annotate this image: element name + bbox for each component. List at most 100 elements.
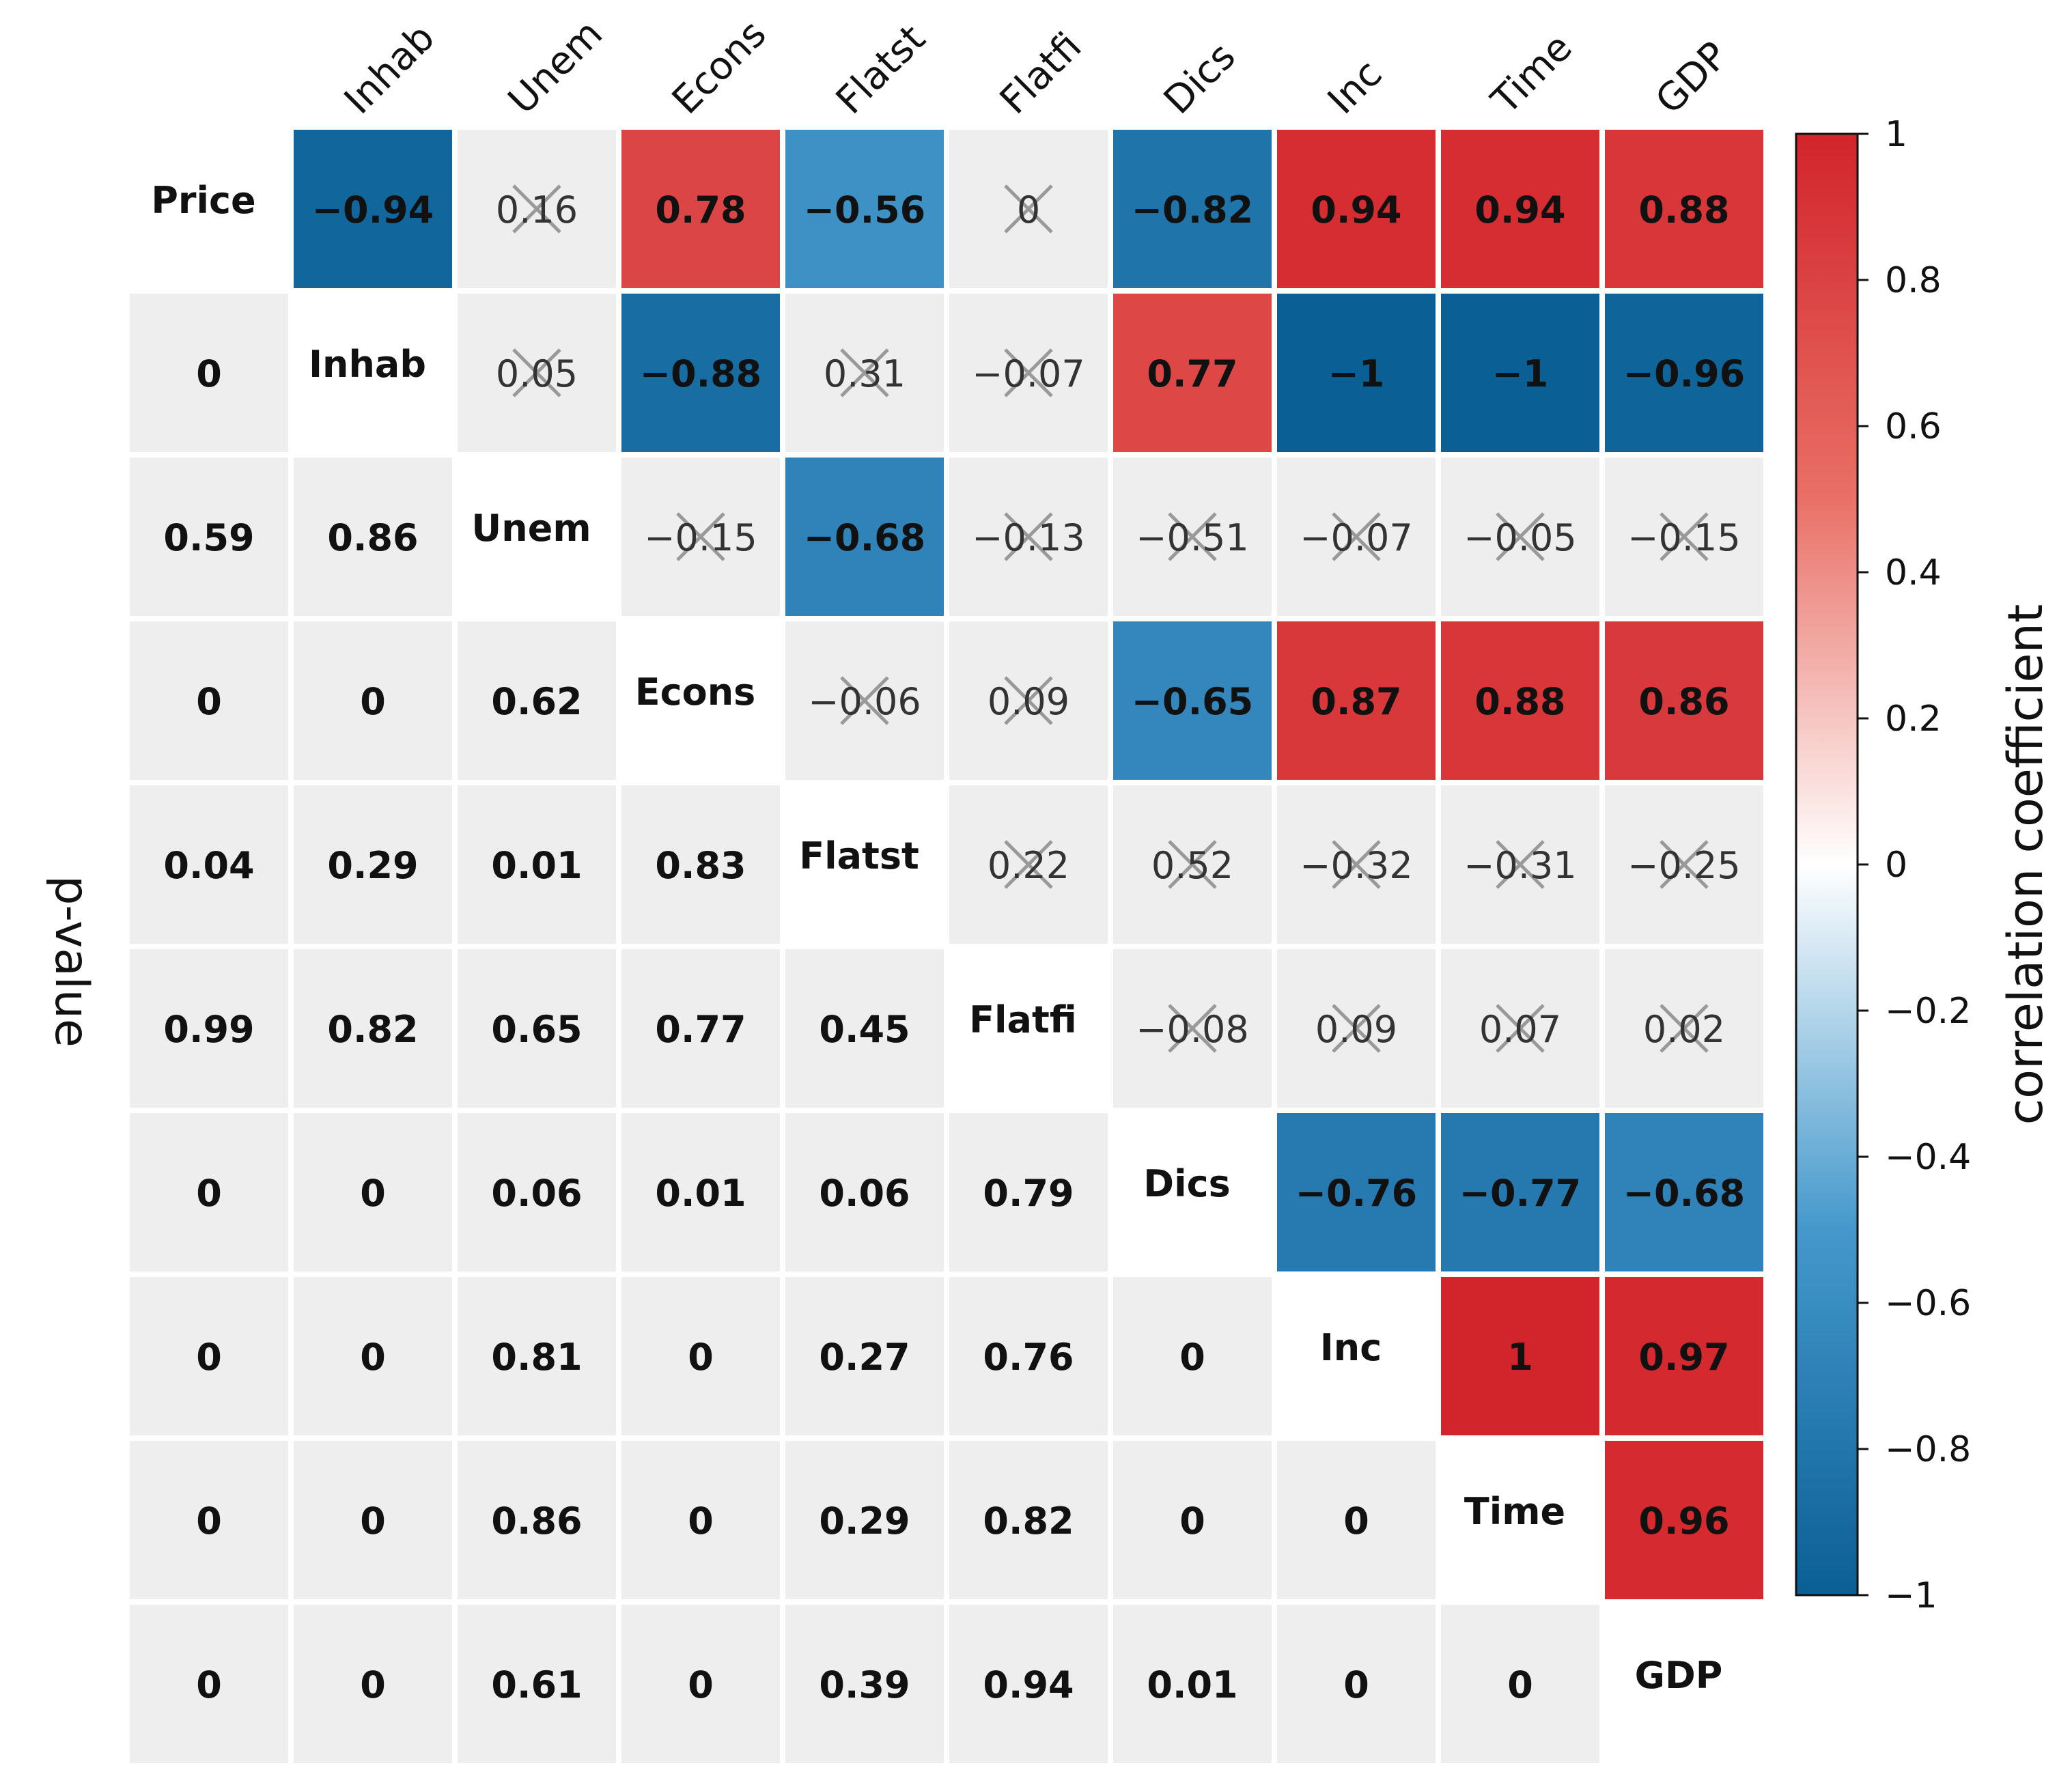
p-value-text: 0.76	[983, 1336, 1074, 1379]
correlation-cell	[1605, 1277, 1763, 1435]
p-value-text: 0.62	[491, 680, 582, 723]
p-value-text: 0.01	[491, 844, 582, 887]
correlation-value: 0.07	[1479, 1008, 1561, 1051]
correlation-value: 0.96	[1638, 1500, 1729, 1543]
colorbar-tick-label: 1	[1885, 114, 1907, 155]
colorbar-tick-label: 0.2	[1885, 699, 1942, 740]
p-value-text: 0	[196, 1500, 222, 1543]
p-value-cell	[458, 1277, 616, 1435]
nonsignificant-cross	[840, 676, 889, 725]
correlation-cell	[1441, 1113, 1599, 1271]
p-value-cell	[785, 1441, 944, 1599]
correlation-value: −0.15	[1627, 516, 1740, 559]
p-value-cell	[294, 949, 452, 1108]
correlation-value: −0.96	[1623, 352, 1745, 395]
p-value-text: 0	[1179, 1500, 1205, 1543]
correlation-value: 0.05	[496, 352, 578, 395]
correlation-value: 0.22	[988, 844, 1069, 887]
correlation-value: 0.02	[1643, 1008, 1725, 1051]
p-value-text: 0.81	[491, 1336, 582, 1379]
nonsignificant-cross	[1660, 1004, 1709, 1053]
p-value-text: 0.01	[1147, 1663, 1237, 1706]
column-label: Inc	[1319, 51, 1391, 123]
correlation-value: 0.52	[1151, 844, 1233, 887]
p-value-cell	[130, 1277, 288, 1435]
p-value-text: 0.29	[819, 1500, 910, 1543]
p-value-text: 0.94	[983, 1663, 1074, 1706]
colorbar-label: correlation coefficient	[1998, 604, 2054, 1125]
correlation-cell	[621, 130, 780, 288]
colorbar-tick-label: 0.4	[1885, 552, 1942, 593]
variable-label: GDP	[1635, 1654, 1723, 1697]
correlation-cell	[1113, 294, 1272, 452]
correlation-value: −0.65	[1132, 680, 1253, 723]
nonsignificant-cross	[1332, 840, 1381, 889]
correlation-value: −0.25	[1627, 844, 1740, 887]
p-value-cell	[130, 785, 288, 944]
colorbar-tick-label: 0.8	[1885, 260, 1942, 301]
nonsignificant-cross	[1168, 512, 1217, 561]
correlation-cell	[1605, 294, 1763, 452]
correlation-value: −0.07	[972, 352, 1084, 395]
correlation-cell	[1441, 130, 1599, 288]
p-value-cell	[458, 1441, 616, 1599]
colorbar: 1 0.8 0.6 0.4 0.2 0 −0.2 −0.4 −0.6 −0.8 −1 correlat…	[1795, 114, 2054, 1616]
nonsignificant-cross	[1332, 1004, 1381, 1053]
p-value-cell	[785, 1277, 944, 1435]
p-value-text: 0	[688, 1663, 714, 1706]
correlation-cell	[1113, 130, 1272, 288]
p-value-text: 0.45	[819, 1008, 910, 1051]
variable-label: Inc	[1320, 1326, 1382, 1369]
p-value-cell	[785, 1113, 944, 1271]
diagonal-cell	[785, 785, 944, 944]
nonsignificant-cross	[840, 348, 889, 397]
p-value-cell	[458, 785, 616, 944]
p-value-text: 0.06	[819, 1172, 910, 1215]
variable-label: Unem	[471, 507, 591, 550]
p-value-cell	[294, 458, 452, 616]
p-value-cell	[785, 1605, 944, 1763]
correlation-value: −0.68	[1623, 1172, 1745, 1215]
p-value-cell	[949, 1277, 1108, 1435]
nonsignificant-cross	[1660, 840, 1709, 889]
correlation-value: −0.56	[804, 188, 925, 231]
p-value-cell	[1277, 1605, 1436, 1763]
p-value-text: 0.86	[491, 1500, 582, 1543]
diagonal-cell	[294, 294, 452, 452]
nonsignificant-cross	[1004, 184, 1053, 234]
correlation-value: −0.88	[640, 352, 761, 395]
p-value-text: 0.82	[983, 1500, 1074, 1543]
p-value-cell	[458, 1605, 616, 1763]
p-value-axis-label: p-value	[44, 875, 98, 1047]
p-value-text: 0.39	[819, 1663, 910, 1706]
p-value-text: 0.04	[163, 844, 254, 887]
column-label: Flatfi	[992, 24, 1090, 122]
p-value-text: 0	[360, 1663, 386, 1706]
p-value-text: 0.79	[983, 1172, 1074, 1215]
correlation-value: −0.76	[1296, 1172, 1417, 1215]
p-value-text: 0	[196, 1663, 222, 1706]
correlation-cell	[1113, 621, 1272, 780]
nonsignificant-cross	[1496, 1004, 1545, 1053]
p-value-cell	[458, 949, 616, 1108]
p-value-cell	[130, 621, 288, 780]
p-value-cell	[621, 1113, 780, 1271]
column-label: Inhab	[336, 16, 443, 123]
correlation-value: −0.07	[1300, 516, 1412, 559]
correlation-cell	[294, 130, 452, 288]
colorbar-tick-label: 0.6	[1885, 406, 1942, 447]
nonsignificant-cross	[1496, 512, 1545, 561]
diagonal-cell	[1277, 1277, 1436, 1435]
p-value-cell	[621, 1441, 780, 1599]
column-label: GDP	[1647, 33, 1737, 123]
correlation-value: 0.97	[1638, 1336, 1729, 1379]
column-label: Econs	[664, 12, 775, 123]
nonsignificant-cross	[512, 184, 561, 234]
p-value-cell	[785, 949, 944, 1108]
colorbar-gradient	[1795, 132, 1859, 1597]
correlation-cell	[1277, 621, 1436, 780]
diagonal-cell	[1113, 1113, 1272, 1271]
p-value-cell	[294, 1277, 452, 1435]
correlation-value: −0.31	[1464, 844, 1576, 887]
nonsignificant-cross	[1660, 512, 1709, 561]
